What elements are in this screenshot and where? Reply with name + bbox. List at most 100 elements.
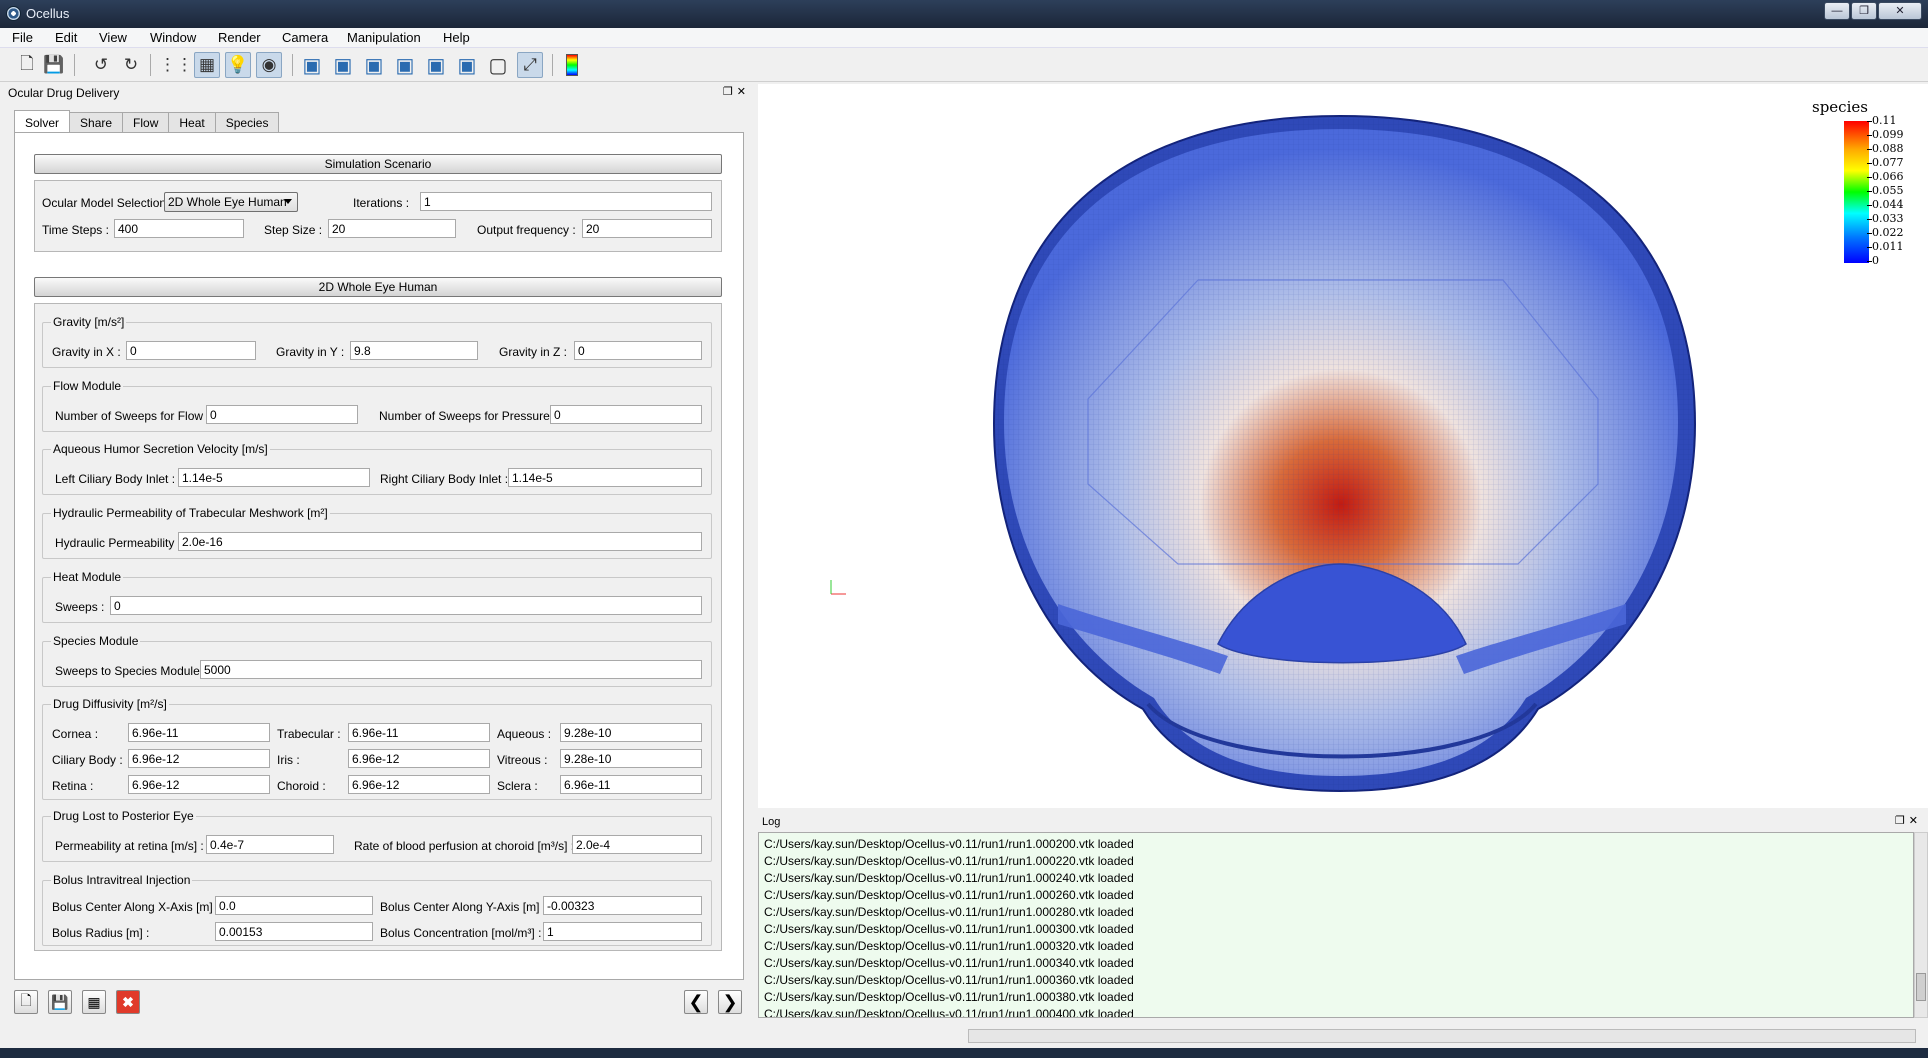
bolus-concentration-input[interactable]: 1 — [543, 922, 702, 941]
bolus-radius-input[interactable]: 0.00153 — [215, 922, 373, 941]
simulation-scenario-header[interactable]: Simulation Scenario — [34, 154, 722, 174]
view-top-icon[interactable]: ▣ — [426, 54, 446, 77]
tab-species[interactable]: Species — [214, 112, 280, 132]
minimize-button[interactable]: — — [1824, 2, 1850, 20]
restore-button[interactable]: ❐ — [1851, 2, 1877, 20]
species-sweeps-input[interactable]: 5000 — [200, 660, 702, 679]
app-eye-icon — [6, 6, 21, 21]
menu-view[interactable]: View — [99, 30, 127, 45]
save-icon[interactable]: 💾 — [43, 55, 65, 74]
ocular-model-label: Ocular Model Selection : — [42, 196, 173, 210]
render-viewport[interactable] — [758, 84, 1928, 808]
hydraulic-permeability-input[interactable]: 2.0e-16 — [178, 532, 702, 551]
tab-flow[interactable]: Flow — [122, 112, 170, 132]
bolus-center-y-input[interactable]: -0.00323 — [543, 896, 702, 915]
cornea-input[interactable]: 6.96e-11 — [128, 723, 270, 742]
tab-solver[interactable]: Solver — [14, 110, 71, 132]
new-case-button[interactable]: 🗋 — [14, 990, 38, 1014]
vitreous-input[interactable]: 9.28e-10 — [560, 749, 702, 768]
log-text-area[interactable]: C:/Users/kay.sun/Desktop/Ocellus-v0.11/r… — [758, 832, 1914, 1018]
iris-input[interactable]: 6.96e-12 — [348, 749, 490, 768]
choroid-input[interactable]: 6.96e-12 — [348, 775, 490, 794]
sweeps-pressure-label: Number of Sweeps for Pressure : — [379, 409, 557, 423]
menu-edit[interactable]: Edit — [55, 30, 78, 45]
menu-render[interactable]: Render — [218, 30, 261, 45]
aqueous-input[interactable]: 9.28e-10 — [560, 723, 702, 742]
close-window-button[interactable]: ✕ — [1878, 2, 1922, 20]
gravity-y-input[interactable]: 9.8 — [350, 341, 478, 360]
retina-permeability-input[interactable]: 0.4e-7 — [206, 835, 334, 854]
menu-camera[interactable]: Camera — [282, 30, 329, 45]
log-line: C:/Users/kay.sun/Desktop/Ocellus-v0.11/r… — [764, 1007, 1134, 1018]
previous-button[interactable]: ❮ — [684, 990, 708, 1014]
lens — [1217, 563, 1467, 664]
delete-button[interactable]: ✖ — [116, 990, 140, 1014]
blood-perfusion-input[interactable]: 2.0e-4 — [572, 835, 702, 854]
choroid-label: Choroid : — [277, 779, 326, 793]
step-size-input[interactable]: 20 — [328, 219, 456, 238]
next-button[interactable]: ❯ — [718, 990, 742, 1014]
left-ciliary-label: Left Ciliary Body Inlet : — [55, 472, 176, 486]
flow-module-group: Flow Module — [42, 379, 712, 432]
sweeps-flow-input[interactable]: 0 — [206, 405, 358, 424]
colormap-icon[interactable] — [559, 52, 585, 78]
ciliary-body-label: Ciliary Body : — [52, 753, 123, 767]
gravity-x-input[interactable]: 0 — [126, 341, 256, 360]
eye-mesh-render — [830, 114, 1697, 793]
dock-float-close-icon[interactable]: ❐✕ — [722, 86, 750, 98]
output-frequency-label: Output frequency : — [477, 223, 576, 237]
view-iso-icon[interactable]: ▢ — [488, 54, 508, 77]
gravity-z-input[interactable]: 0 — [574, 341, 702, 360]
sweeps-pressure-input[interactable]: 0 — [550, 405, 702, 424]
species-module-title: Species Module — [51, 634, 141, 648]
cornea — [1146, 702, 1538, 759]
output-frequency-input[interactable]: 20 — [582, 219, 712, 238]
drug-diffusivity-title: Drug Diffusivity [m²/s] — [51, 697, 169, 711]
ocular-model-select[interactable]: 2D Whole Eye Human — [164, 192, 298, 212]
iterations-label: Iterations : — [353, 196, 410, 210]
log-line: C:/Users/kay.sun/Desktop/Ocellus-v0.11/r… — [764, 888, 1134, 902]
light-bulb-icon[interactable]: 💡 — [225, 52, 251, 78]
ciliary-body-input[interactable]: 6.96e-12 — [128, 749, 270, 768]
log-line: C:/Users/kay.sun/Desktop/Ocellus-v0.11/r… — [764, 871, 1134, 885]
inner-boundary — [1087, 279, 1599, 565]
bolus-center-y-label: Bolus Center Along Y-Axis [m] : — [380, 900, 547, 914]
view-bottom-icon[interactable]: ▣ — [457, 54, 477, 77]
drug-lost-posterior-group: Drug Lost to Posterior Eye — [42, 809, 712, 862]
wireframe-icon[interactable]: ▦ — [194, 52, 220, 78]
menu-help[interactable]: Help — [443, 30, 470, 45]
view-front-icon[interactable]: ▣ — [302, 54, 322, 77]
undo-icon[interactable]: ↺ — [93, 55, 109, 74]
right-ciliary-input[interactable]: 1.14e-5 — [508, 468, 702, 487]
sclera-input[interactable]: 6.96e-11 — [560, 775, 702, 794]
time-steps-input[interactable]: 400 — [114, 219, 244, 238]
redo-icon[interactable]: ↻ — [123, 55, 139, 74]
tab-share[interactable]: Share — [69, 112, 124, 132]
heat-sweeps-input[interactable]: 0 — [110, 596, 702, 615]
tab-heat[interactable]: Heat — [168, 112, 216, 132]
retina-input[interactable]: 6.96e-12 — [128, 775, 270, 794]
model-header[interactable]: 2D Whole Eye Human — [34, 277, 722, 297]
log-scrollbar[interactable] — [1914, 832, 1928, 1018]
iterations-input[interactable]: 1 — [420, 192, 712, 211]
menu-manipulation[interactable]: Manipulation — [347, 30, 421, 45]
log-scrollbar-thumb[interactable] — [1916, 973, 1926, 1001]
lighting-icon[interactable]: ◉ — [256, 52, 282, 78]
log-float-close-icon[interactable]: ❐✕ — [1894, 815, 1922, 827]
points-icon[interactable]: ⋮⋮ — [159, 55, 193, 74]
view-left-icon[interactable]: ▣ — [364, 54, 384, 77]
new-document-icon[interactable]: 🗋 — [20, 53, 34, 73]
calculator-button[interactable]: ▦ — [82, 990, 106, 1014]
save-case-button[interactable]: 💾 — [48, 990, 72, 1014]
bolus-center-x-input[interactable]: 0.0 — [215, 896, 373, 915]
left-ciliary-input[interactable]: 1.14e-5 — [178, 468, 370, 487]
view-right-icon[interactable]: ▣ — [395, 54, 415, 77]
hydraulic-permeability-group: Hydraulic Permeability of Trabecular Mes… — [42, 506, 712, 559]
step-size-label: Step Size : — [264, 223, 323, 237]
iris-label: Iris : — [277, 753, 300, 767]
trabecular-input[interactable]: 6.96e-11 — [348, 723, 490, 742]
menu-window[interactable]: Window — [150, 30, 197, 45]
view-back-icon[interactable]: ▣ — [333, 54, 353, 77]
menu-file[interactable]: File — [12, 30, 33, 45]
fit-view-icon[interactable]: ⤢ — [517, 52, 543, 78]
